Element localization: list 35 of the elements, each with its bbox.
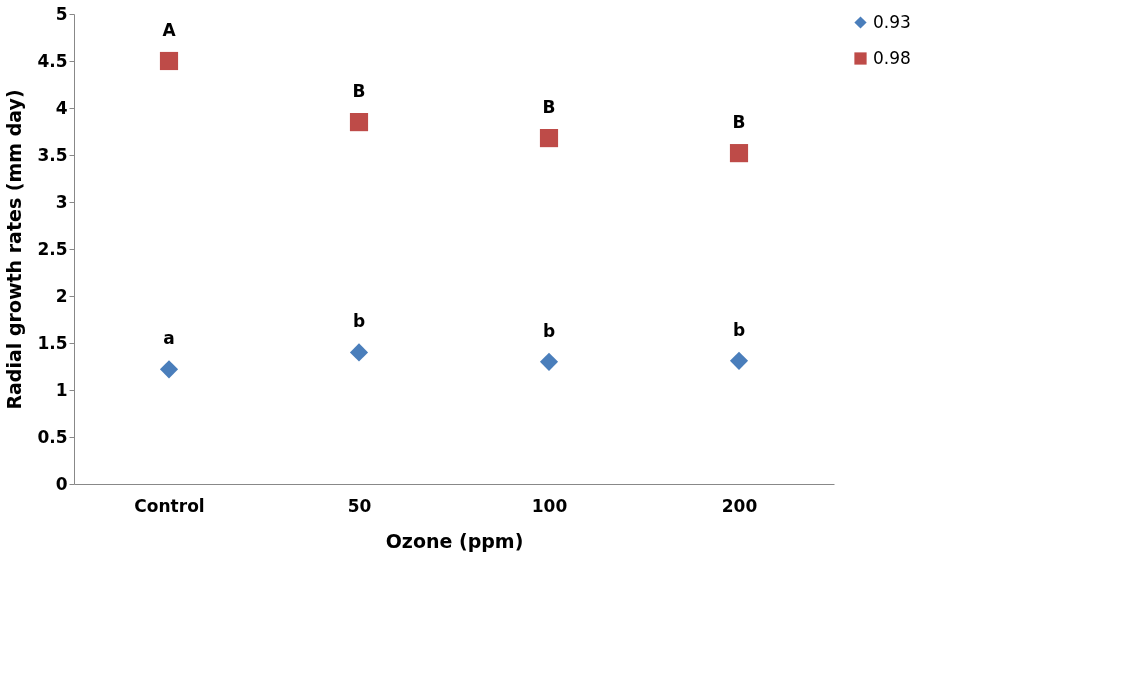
point xyxy=(729,144,749,163)
legend-label: 0.93 xyxy=(873,11,911,32)
y-tick-label: 4 xyxy=(55,97,68,118)
y-tick-label: 1.5 xyxy=(37,332,68,353)
y-tick-label: 2 xyxy=(55,285,68,306)
y-tick-label: 2.5 xyxy=(37,238,68,259)
point xyxy=(159,360,179,379)
point xyxy=(539,129,559,148)
annotation: b xyxy=(732,319,746,340)
x-tick-label: Control xyxy=(134,495,205,516)
annotation: B xyxy=(542,97,556,118)
x-axis-title: Ozone (ppm) xyxy=(385,529,524,552)
y-tick-label: 0 xyxy=(55,473,68,494)
y-axis-title: Radial growth rates (mm day) xyxy=(3,89,26,410)
annotation: A xyxy=(162,20,177,40)
annotation: a xyxy=(163,328,175,349)
point xyxy=(159,51,179,71)
y-tick-label: 0.5 xyxy=(37,426,68,447)
point xyxy=(349,343,369,362)
x-tick-label: 50 xyxy=(347,495,372,516)
annotation: b xyxy=(352,311,366,332)
point xyxy=(349,113,369,132)
x-tick-label: 200 xyxy=(721,495,758,516)
point xyxy=(729,351,749,370)
y-tick-label: 1 xyxy=(55,379,68,400)
annotation: B xyxy=(352,81,366,102)
annotation: B xyxy=(732,112,746,133)
y-tick-label: 4.5 xyxy=(37,50,68,71)
annotation: b xyxy=(542,320,556,341)
y-tick-label: 3.5 xyxy=(37,144,68,165)
legend-label: 0.98 xyxy=(873,47,911,68)
y-tick-label: 5 xyxy=(55,3,68,24)
y-tick-label: 3 xyxy=(55,191,68,212)
x-tick-label: 100 xyxy=(531,495,568,516)
point xyxy=(539,352,559,371)
